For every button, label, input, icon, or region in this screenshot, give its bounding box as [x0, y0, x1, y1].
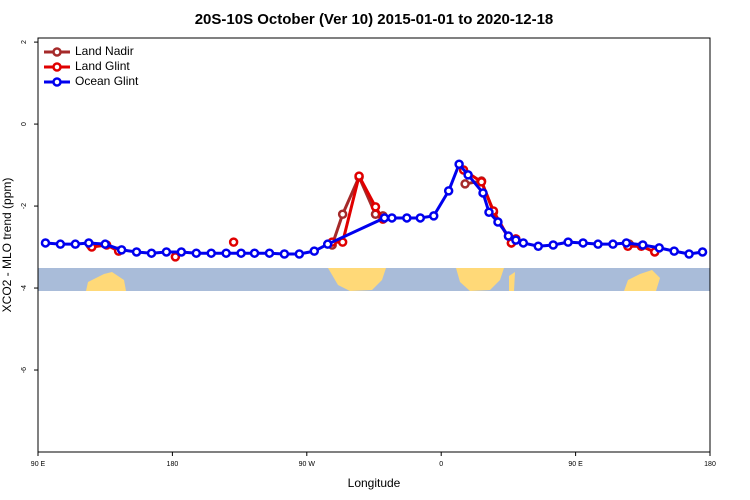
data-point — [548, 240, 558, 250]
data-point — [370, 202, 381, 212]
data-point — [684, 249, 694, 259]
series-line — [45, 162, 703, 256]
y-tick-label: -2 — [21, 203, 28, 209]
data-point — [264, 248, 275, 258]
data-point — [206, 248, 216, 258]
data-point — [379, 213, 390, 223]
x-tick-label: 180 — [167, 461, 179, 468]
y-tick-label: 0 — [21, 122, 28, 126]
legend-marker — [52, 77, 62, 87]
data-point — [279, 249, 290, 259]
data-point — [337, 209, 348, 220]
y-tick-label: -6 — [21, 367, 28, 373]
legend-label: Land Nadir — [75, 44, 134, 58]
data-point — [161, 247, 172, 257]
data-point — [84, 238, 94, 248]
data-point — [478, 188, 488, 198]
data-point — [116, 245, 127, 255]
data-point — [228, 237, 239, 247]
data-point — [563, 237, 573, 247]
data-point — [236, 248, 246, 258]
x-tick-label: 90 E — [568, 461, 583, 468]
data-point — [476, 177, 487, 187]
x-tick-label: 90 W — [299, 461, 316, 468]
data-point — [697, 247, 708, 257]
data-point — [191, 248, 202, 258]
data-point — [131, 247, 142, 257]
data-point — [221, 248, 231, 258]
x-axis-label: Longitude — [348, 476, 401, 490]
y-tick-label: -4 — [21, 285, 28, 291]
data-point — [100, 239, 110, 249]
data-point — [511, 235, 521, 245]
data-point — [146, 248, 157, 258]
data-point — [638, 240, 648, 250]
data-point — [40, 238, 51, 248]
x-tick-label: 180 — [704, 461, 716, 468]
data-point — [621, 238, 632, 248]
plot-frame — [37, 37, 711, 453]
land-shape — [328, 268, 386, 291]
data-point — [460, 179, 470, 189]
x-tick-label: 0 — [439, 461, 443, 468]
land-shape — [624, 270, 660, 291]
data-point — [322, 239, 333, 249]
map-strip — [38, 268, 710, 291]
data-point — [454, 159, 464, 169]
legend-label: Ocean Glint — [75, 74, 139, 88]
data-point — [518, 238, 529, 248]
data-point — [443, 186, 454, 196]
data-point — [578, 238, 588, 248]
data-point — [503, 231, 514, 241]
data-point — [669, 246, 679, 256]
chart-title: 20S-10S October (Ver 10) 2015-01-01 to 2… — [195, 11, 554, 28]
data-point — [608, 239, 618, 249]
data-point — [55, 239, 66, 249]
data-point — [484, 207, 494, 217]
y-tick-label: 2 — [21, 40, 28, 44]
land-shape — [86, 272, 126, 291]
legend-marker — [52, 47, 62, 57]
legend-label: Land Glint — [75, 59, 130, 73]
x-tick-label: 90 E — [31, 461, 46, 468]
legend-marker — [52, 62, 62, 72]
data-point — [309, 246, 320, 256]
data-point — [415, 213, 426, 223]
data-point — [493, 217, 503, 227]
data-point — [593, 239, 603, 249]
data-point — [294, 249, 305, 259]
data-point — [428, 211, 439, 221]
data-point — [354, 171, 364, 181]
data-point — [70, 239, 81, 249]
data-point — [463, 170, 473, 180]
data-point — [654, 243, 664, 253]
data-point — [533, 241, 544, 251]
land-shape — [509, 272, 515, 291]
land-shape — [456, 268, 504, 291]
y-axis-label: XCO2 - MLO trend (ppm) — [0, 178, 14, 313]
data-point — [249, 248, 260, 258]
data-point — [402, 213, 412, 223]
data-point — [387, 213, 397, 223]
data-point — [176, 247, 187, 257]
